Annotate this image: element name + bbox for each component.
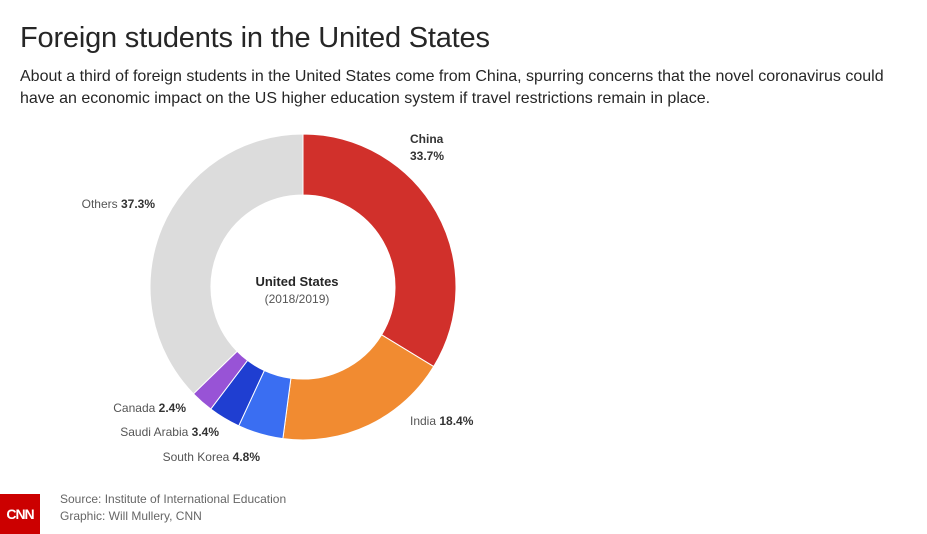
donut-slices	[149, 133, 457, 441]
slice-labels: China 33.7% India 18.4% South Korea 4.8% Sau…	[82, 132, 474, 464]
center-title: United States	[255, 274, 338, 289]
label-canada: Canada 2.4%	[113, 401, 186, 415]
center-subtitle: (2018/2019)	[265, 292, 330, 306]
graphic-credit: Graphic: Will Mullery, CNN	[60, 509, 202, 523]
cnn-logo: CNN	[0, 494, 40, 534]
slice-china	[302, 133, 457, 368]
slice-others	[149, 133, 304, 395]
chart-subtitle: About a third of foreign students in the…	[20, 68, 884, 107]
source-note: Source: Institute of International Educa…	[60, 492, 287, 506]
label-india: India 18.4%	[410, 414, 474, 428]
label-south-korea: South Korea 4.8%	[163, 450, 261, 464]
footer: Source: Institute of International Educa…	[60, 491, 286, 525]
chart-title: Foreign students in the United States	[20, 22, 490, 54]
label-china-name: China	[410, 132, 444, 146]
label-others: Others 37.3%	[82, 197, 156, 211]
label-china-value: 33.7%	[410, 149, 444, 163]
label-saudi-arabia: Saudi Arabia 3.4%	[120, 425, 219, 439]
